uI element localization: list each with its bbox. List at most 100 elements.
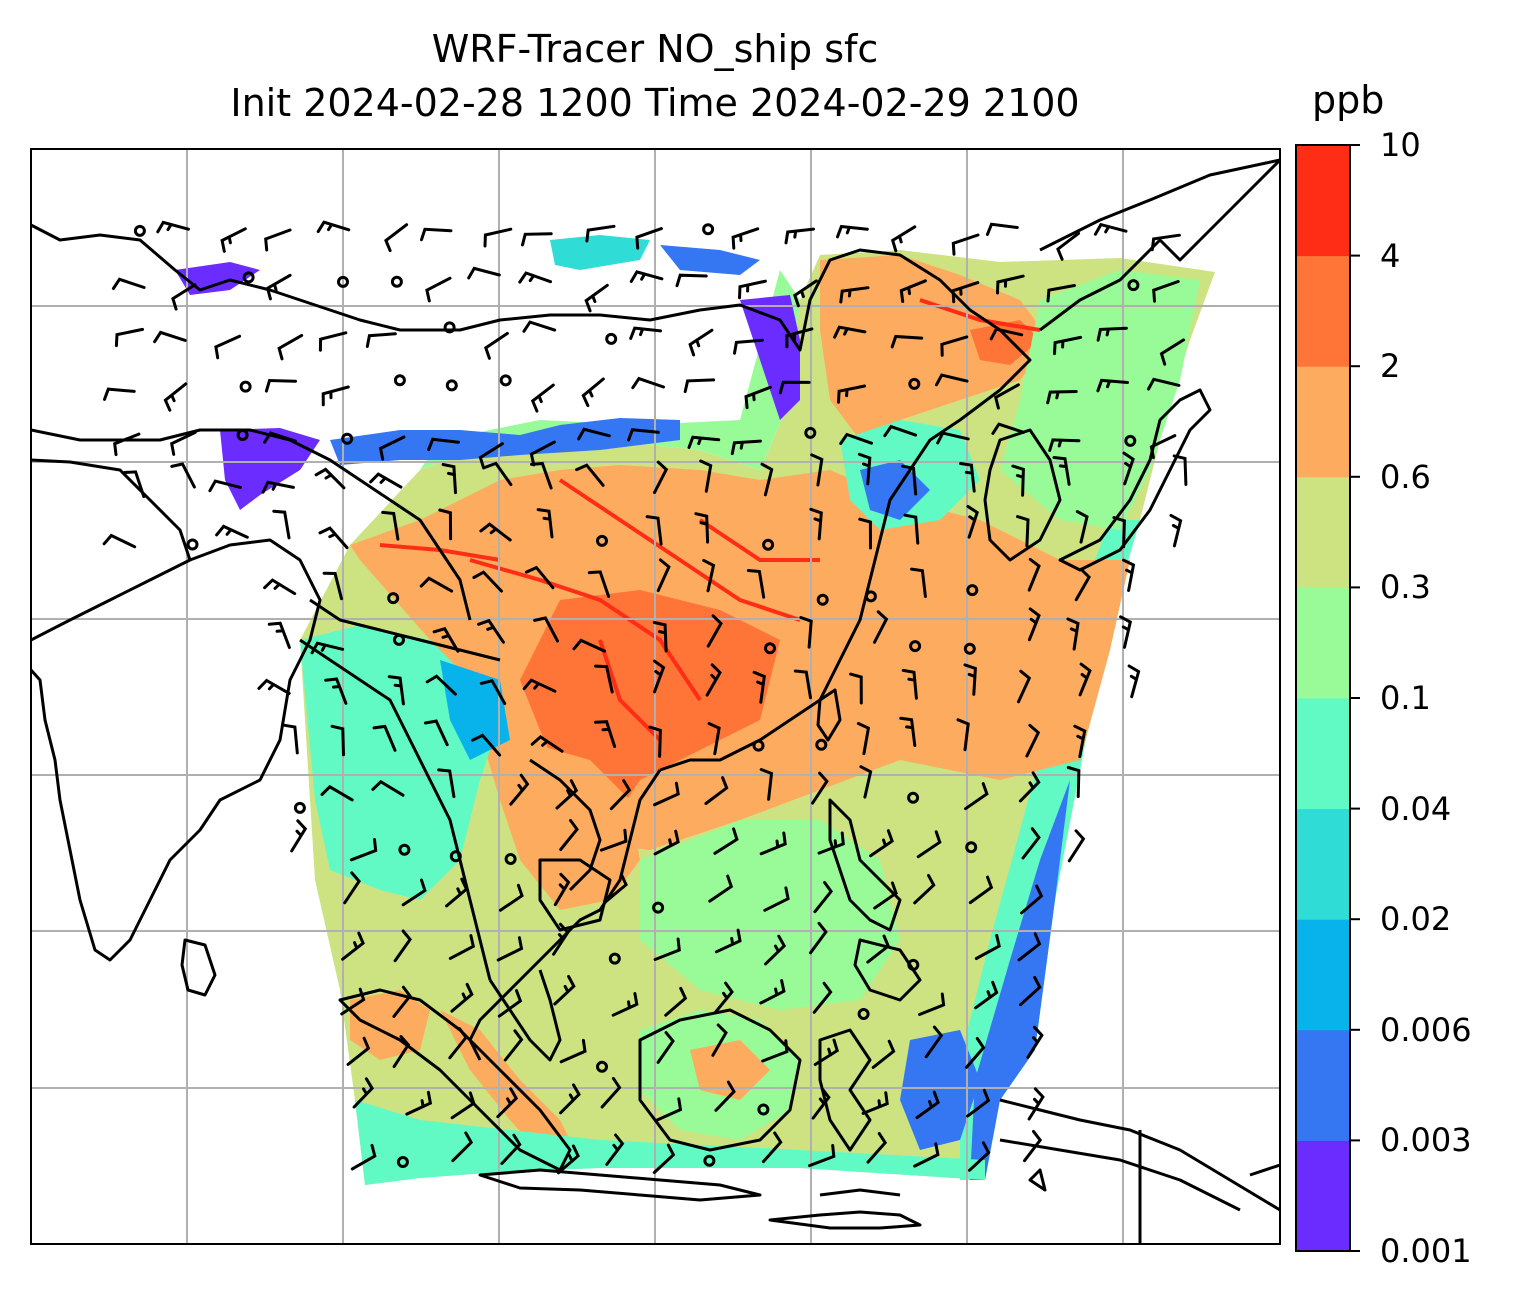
wind-barb <box>811 1087 831 1120</box>
wind-barb <box>529 440 556 467</box>
wind-barb <box>652 1143 676 1174</box>
wind-barb <box>915 1090 940 1120</box>
calm-marker <box>965 841 978 854</box>
wind-barb <box>553 872 571 907</box>
wind-barb <box>314 467 346 490</box>
wind-barb <box>509 773 530 806</box>
calm-marker <box>337 275 349 288</box>
calm-marker <box>242 271 255 284</box>
field-north-blue-top <box>660 245 760 275</box>
wind-barb <box>1119 615 1133 649</box>
wind-barb <box>759 979 786 1005</box>
field-pacific-blue <box>900 1030 980 1150</box>
wind-barb <box>518 271 552 284</box>
wind-barb <box>500 1133 522 1165</box>
wind-barb <box>936 431 970 445</box>
wind-barb <box>1016 515 1030 548</box>
wind-barb <box>450 982 474 1013</box>
wind-barb <box>702 558 716 593</box>
wind-barb <box>1025 723 1041 758</box>
wind-barb <box>675 273 708 288</box>
wind-barb <box>714 1080 736 1112</box>
wind-barb <box>378 435 406 461</box>
wind-barb <box>964 782 989 811</box>
wind-barb <box>966 505 979 539</box>
wind-barb <box>1046 390 1078 405</box>
wind-barb <box>427 437 460 452</box>
wind-barb <box>913 873 936 905</box>
wind-barb <box>866 934 891 964</box>
wind-barb <box>261 480 295 494</box>
field-north-blue-band <box>330 418 680 465</box>
colorbar-unit-label: ppb <box>1312 78 1385 122</box>
wind-barb <box>263 431 297 444</box>
wind-barb <box>903 513 920 545</box>
wind-barb <box>1067 829 1086 863</box>
wind-barb <box>836 224 869 239</box>
wind-barb <box>959 462 976 493</box>
wind-barb <box>916 830 942 859</box>
wind-barb <box>1078 662 1092 697</box>
wind-barb <box>1017 932 1042 962</box>
wind-barb <box>477 618 505 644</box>
calm-marker <box>762 538 775 551</box>
wind-barb <box>1159 338 1186 366</box>
wind-barb <box>951 281 980 304</box>
wind-barb <box>559 1083 581 1115</box>
wind-barb <box>496 1087 519 1119</box>
wind-barb <box>991 422 1026 435</box>
field-indochina-orange <box>500 740 640 910</box>
wind-barb <box>694 512 710 544</box>
colorbar-swatch <box>1296 366 1350 478</box>
wind-barb <box>1026 1025 1044 1059</box>
calm-marker <box>815 738 828 751</box>
wind-barb <box>910 567 927 598</box>
wind-barb <box>384 223 409 253</box>
wind-barb <box>153 330 187 344</box>
wind-barb <box>653 829 680 856</box>
wind-barb <box>405 1090 433 1116</box>
wind-barb <box>951 233 980 256</box>
wind-barb <box>524 565 555 590</box>
wind-barb <box>448 1027 468 1060</box>
wind-barb <box>839 286 870 304</box>
map-axes-content <box>31 149 1280 1244</box>
wind-barb <box>163 382 188 412</box>
wind-barb <box>699 459 713 493</box>
wind-barb <box>956 718 970 752</box>
wind-barb <box>687 435 721 449</box>
wind-barb <box>369 472 403 489</box>
calm-marker <box>908 377 921 390</box>
wind-barb <box>208 479 242 493</box>
wind-barb <box>572 638 607 653</box>
wind-barb <box>170 462 196 489</box>
wind-barb <box>171 283 197 311</box>
wind-barb <box>899 716 917 747</box>
wind-barb <box>448 934 476 960</box>
field-sumatra-orange <box>350 990 430 1060</box>
wind-barb <box>965 1037 986 1069</box>
colorbar-tick-label: 10 <box>1380 126 1421 164</box>
wind-barb <box>810 453 824 487</box>
wind-barb <box>123 470 146 499</box>
wind-barb <box>653 460 669 495</box>
wind-barb <box>587 570 611 598</box>
wind-barb <box>522 678 557 693</box>
wind-barb <box>1075 510 1089 544</box>
wind-barb <box>425 276 452 303</box>
wind-barb <box>763 886 790 912</box>
wind-barb <box>918 992 946 1016</box>
wind-barb <box>483 227 513 248</box>
calm-marker <box>652 901 665 914</box>
wind-barb <box>272 509 291 540</box>
wind-barb <box>1066 617 1080 651</box>
calm-marker <box>443 321 456 334</box>
wind-barb <box>420 227 453 242</box>
wind-barb <box>1027 557 1041 592</box>
wind-barb <box>817 831 845 855</box>
wind-barb <box>392 1035 411 1069</box>
field-borneo-orange <box>690 1040 770 1100</box>
calm-wind-markers <box>133 223 1140 1168</box>
wind-barb <box>575 463 605 487</box>
